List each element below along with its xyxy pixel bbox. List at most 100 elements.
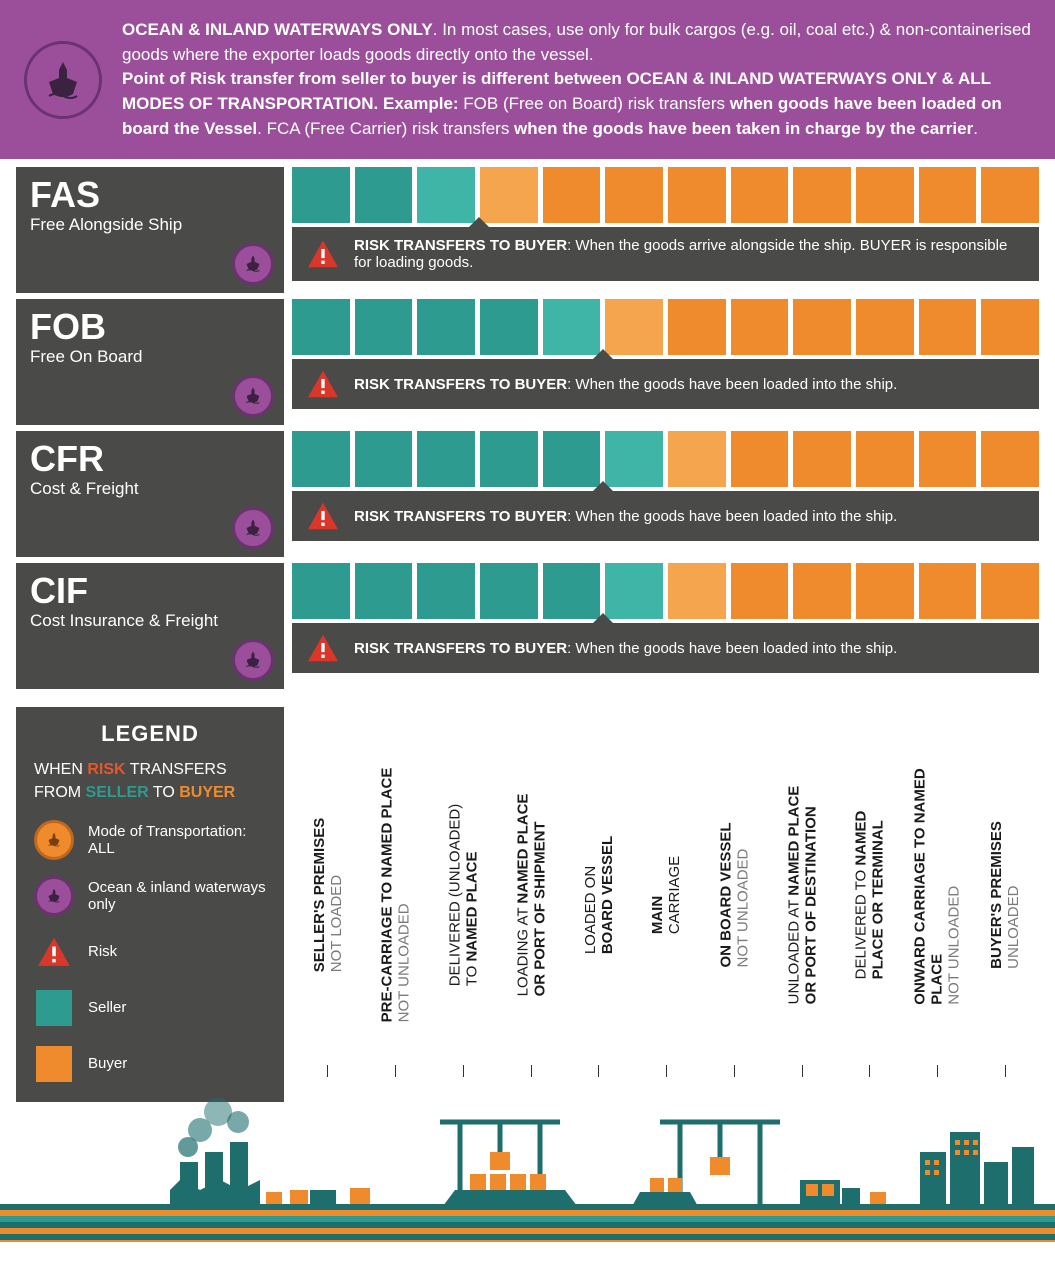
block — [919, 563, 977, 619]
block — [919, 299, 977, 355]
block — [856, 431, 914, 487]
block — [417, 299, 475, 355]
block — [480, 167, 538, 223]
blocks-row — [292, 167, 1039, 223]
block — [605, 299, 663, 355]
block — [981, 299, 1039, 355]
risk-text: RISK TRANSFERS TO BUYER: When the goods … — [354, 640, 897, 657]
block — [981, 167, 1039, 223]
stage-label: BUYER'S PREMISESUNLOADED — [988, 821, 1022, 969]
warning-icon — [306, 239, 340, 269]
risk-strip: RISK TRANSFERS TO BUYER: When the goods … — [292, 491, 1039, 541]
term-right: RISK TRANSFERS TO BUYER: When the goods … — [292, 167, 1039, 293]
block — [793, 167, 851, 223]
term-name: Cost & Freight — [30, 479, 270, 499]
block — [417, 167, 475, 223]
block — [417, 431, 475, 487]
legend-item: Ocean & inland waterways only — [34, 876, 266, 916]
legend-item: Seller — [34, 988, 266, 1028]
header-text: OCEAN & INLAND WATERWAYS ONLY. In most c… — [122, 18, 1031, 141]
terms-list: FAS Free Alongside Ship RISK TRANSFERS T… — [0, 159, 1055, 689]
block — [605, 167, 663, 223]
block — [668, 167, 726, 223]
block — [731, 563, 789, 619]
pointer-arrow-icon — [591, 349, 615, 361]
stage-label: DELIVERED (UNLOADED)TO NAMED PLACE — [446, 804, 480, 987]
stage-label: DELIVERED TO NAMEDPLACE OR TERMINAL — [853, 811, 887, 980]
block — [793, 299, 851, 355]
blocks-row — [292, 299, 1039, 355]
block — [292, 299, 350, 355]
term-code: FOB — [30, 309, 270, 345]
term-right: RISK TRANSFERS TO BUYER: When the goods … — [292, 563, 1039, 689]
term-right: RISK TRANSFERS TO BUYER: When the goods … — [292, 299, 1039, 425]
header-banner: OCEAN & INLAND WATERWAYS ONLY. In most c… — [0, 0, 1055, 159]
legend-item-label: Risk — [88, 943, 117, 960]
term-row: FOB Free On Board RISK TRANSFERS TO BUYE… — [16, 299, 1039, 425]
risk-strip: RISK TRANSFERS TO BUYER: When the goods … — [292, 227, 1039, 281]
term-code: FAS — [30, 177, 270, 213]
stage-label: ONWARD CARRIAGE TO NAMEDPLACE NOT UNLOAD… — [912, 769, 963, 1005]
block — [480, 299, 538, 355]
legend-item: Mode of Transportation: ALL — [34, 820, 266, 860]
legend-subtitle: WHEN RISK TRANSFERS FROM SELLER TO BUYER — [34, 759, 266, 804]
block — [355, 563, 413, 619]
block — [668, 431, 726, 487]
risk-strip: RISK TRANSFERS TO BUYER: When the goods … — [292, 623, 1039, 673]
risk-text: RISK TRANSFERS TO BUYER: When the goods … — [354, 508, 897, 525]
stage-label: PRE-CARRIAGE TO NAMED PLACENOT UNLOADED — [379, 768, 413, 1023]
block — [292, 431, 350, 487]
legend-title: LEGEND — [34, 721, 266, 747]
blocks-row — [292, 431, 1039, 487]
stage-labels: SELLER'S PREMISESNOT LOADED PRE-CARRIAGE… — [294, 707, 1039, 1067]
legend-item-label: Mode of Transportation: ALL — [88, 823, 266, 857]
block — [543, 431, 601, 487]
block — [355, 431, 413, 487]
warning-icon — [306, 501, 340, 531]
ship-icon — [232, 243, 274, 285]
seller-swatch — [36, 990, 72, 1026]
term-name: Cost Insurance & Freight — [30, 611, 270, 631]
stage-label: LOADED ONBOARD VESSEL — [582, 836, 616, 954]
block — [543, 563, 601, 619]
ship-icon — [24, 41, 102, 119]
risk-text: RISK TRANSFERS TO BUYER: When the goods … — [354, 237, 1025, 271]
stage-label: SELLER'S PREMISESNOT LOADED — [311, 818, 345, 972]
warning-icon — [34, 932, 74, 972]
block — [919, 167, 977, 223]
block — [543, 299, 601, 355]
block — [355, 299, 413, 355]
water-stripes — [0, 1204, 1055, 1242]
block — [731, 167, 789, 223]
block — [856, 563, 914, 619]
term-label: CFR Cost & Freight — [16, 431, 284, 557]
stage-label: LOADING AT NAMED PLACEOR PORT OF SHIPMEN… — [514, 794, 548, 997]
ship-icon — [232, 507, 274, 549]
pointer-arrow-icon — [467, 217, 491, 229]
block — [981, 563, 1039, 619]
footer-illustration — [0, 1062, 1055, 1242]
term-row: FAS Free Alongside Ship RISK TRANSFERS T… — [16, 167, 1039, 293]
block — [793, 431, 851, 487]
block — [668, 563, 726, 619]
block — [856, 167, 914, 223]
term-row: CFR Cost & Freight RISK TRANSFERS TO BUY… — [16, 431, 1039, 557]
warning-icon — [306, 369, 340, 399]
term-label: FAS Free Alongside Ship — [16, 167, 284, 293]
block — [731, 299, 789, 355]
block — [605, 431, 663, 487]
term-label: FOB Free On Board — [16, 299, 284, 425]
pointer-arrow-icon — [591, 481, 615, 493]
stage-label: ON BOARD VESSELNOT UNLOADED — [717, 823, 751, 968]
term-code: CIF — [30, 573, 270, 609]
block — [919, 431, 977, 487]
risk-strip: RISK TRANSFERS TO BUYER: When the goods … — [292, 359, 1039, 409]
bottom-section: LEGEND WHEN RISK TRANSFERS FROM SELLER T… — [0, 695, 1055, 1102]
risk-text: RISK TRANSFERS TO BUYER: When the goods … — [354, 376, 897, 393]
block — [793, 563, 851, 619]
block — [355, 167, 413, 223]
ship-icon — [232, 375, 274, 417]
block — [292, 563, 350, 619]
block — [480, 563, 538, 619]
mode-all-icon — [34, 820, 74, 860]
